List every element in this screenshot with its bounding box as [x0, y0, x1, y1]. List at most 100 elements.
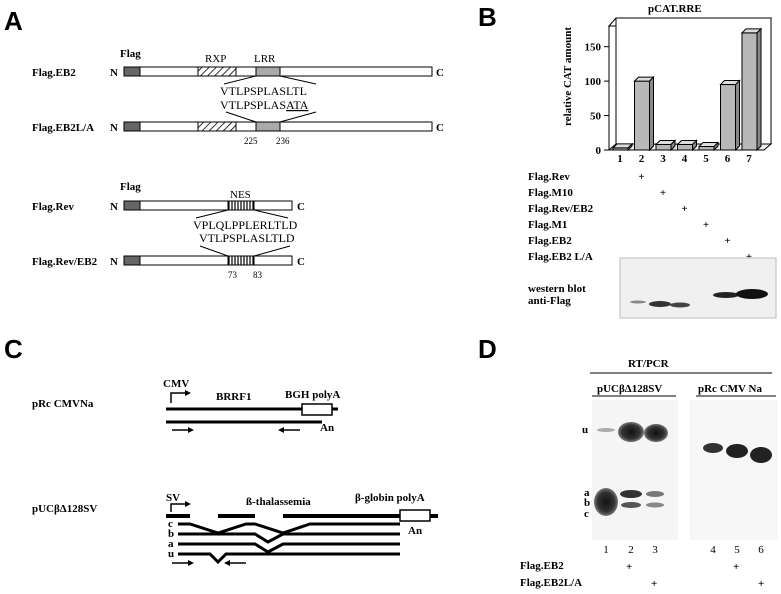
band-b: b [584, 497, 590, 509]
plus: + [703, 219, 709, 231]
plus: + [651, 578, 657, 590]
n-terminus: N [110, 256, 118, 268]
rna-c: c [168, 518, 173, 530]
nes-domain [227, 200, 255, 211]
panel-c: C pRc CMVNa CMV BRRF1 BGH polyA An pUCβΔ… [4, 334, 438, 566]
globin-box [399, 509, 431, 522]
x-tick-label: 5 [703, 153, 709, 165]
bar-side [649, 75, 654, 152]
pos-236: 236 [276, 136, 290, 146]
bgh-label: BGH polyA [285, 389, 340, 401]
band-u: u [582, 424, 588, 436]
condition-label: Flag.Rev/EB2 [528, 203, 594, 215]
construct-flag-rev: Flag.Rev [32, 201, 74, 213]
conditions-table: Flag.Rev + Flag.M10 + Flag.Rev/EB2 + Flag.M1 + F… [528, 171, 752, 263]
rxp-label: RXP [205, 53, 226, 65]
bars [611, 27, 763, 152]
condition-label: Flag.EB2 [528, 235, 572, 247]
bar [720, 84, 736, 151]
seq-eb2la: VTLPSPLASATA [220, 98, 309, 112]
condition-label: Flag.M1 [528, 219, 567, 231]
lane-numbers: 1 2 3 4 5 6 [603, 544, 764, 556]
flag-label: Flag [120, 48, 141, 60]
bar-side [670, 139, 676, 152]
flag-tag [123, 255, 141, 266]
row-flag-eb2: Flag.EB2 [520, 560, 564, 572]
seq-rev: VPLQLPPLERLTLD [193, 218, 298, 232]
lane-number: 5 [734, 544, 740, 556]
flag-label: Flag [120, 181, 141, 193]
panel-label-b: B [478, 2, 497, 32]
thal-label: ß-thalassemia [246, 496, 311, 508]
panel-b: B pCAT.RRE 0 50 100 150 1 2 3 4 5 6 7 relative CA… [478, 2, 777, 319]
rev-eb2-bar [123, 255, 293, 266]
plus: + [626, 561, 632, 573]
western-label-anti-flag: anti-Flag [528, 295, 571, 307]
plus: + [681, 203, 687, 215]
chart-title: pCAT.RRE [648, 3, 702, 15]
bar-side [627, 142, 633, 152]
construct-prc-cmvna: pRc CMVNa [32, 398, 94, 410]
bar [677, 143, 693, 151]
c-terminus: C [297, 201, 305, 213]
bar [741, 32, 758, 151]
plus: + [638, 171, 644, 183]
lrr-domain [255, 121, 281, 132]
panel-label-c: C [4, 334, 23, 364]
an-label: An [408, 525, 422, 537]
cmv-label: CMV [163, 378, 189, 390]
condition-label: Flag.M10 [528, 187, 573, 199]
construct-puc: pUCβΔ128SV [32, 503, 97, 515]
bar [634, 80, 650, 151]
x-ticks: 1 2 3 4 5 6 7 [617, 153, 752, 165]
brrf1-label: BRRF1 [216, 391, 251, 403]
plus: + [660, 187, 666, 199]
lane-number: 4 [710, 544, 716, 556]
pos-73: 73 [228, 270, 238, 280]
flag-tag [123, 200, 141, 211]
lane-number: 3 [652, 544, 658, 556]
panel-label-d: D [478, 334, 497, 364]
x-tick-label: 2 [639, 153, 645, 165]
y-tick-label: 0 [596, 145, 602, 157]
bgh-box [301, 403, 333, 416]
c-terminus: C [297, 256, 305, 268]
x-tick-label: 4 [682, 153, 688, 165]
rev-bar [123, 200, 293, 211]
pos-225: 225 [244, 136, 258, 146]
lane-number: 2 [628, 544, 634, 556]
condition-label: Flag.Rev [528, 171, 570, 183]
panel-label-a: A [4, 6, 23, 36]
y-tick-label: 50 [590, 111, 602, 123]
x-tick-label: 6 [725, 153, 731, 165]
plus: + [746, 251, 752, 263]
bar-side [692, 139, 697, 152]
gel1-label: pUCβΔ128SV [597, 383, 662, 395]
gel-1 [592, 400, 678, 540]
y-label: relative CAT amount [562, 27, 574, 126]
n-terminus: N [110, 67, 118, 79]
band-c: c [584, 508, 589, 520]
panel-d: D RT/PCR pUCβΔ128SV pRc CMV Na u a b c 1… [478, 334, 778, 590]
western-blot [619, 257, 777, 319]
pos-83: 83 [253, 270, 263, 280]
y-tick-label: 100 [585, 76, 602, 88]
x-tick-label: 7 [746, 153, 752, 165]
c-terminus: C [436, 67, 444, 79]
rna-species: c b a u [168, 518, 400, 565]
rxp-domain [197, 121, 237, 132]
rtpcr-title: RT/PCR [628, 358, 670, 370]
flag-tag [123, 66, 141, 77]
x-tick-label: 3 [660, 153, 666, 165]
x-tick-label: 1 [617, 153, 623, 165]
seq-eb2: VTLPSPLASLTL [220, 84, 307, 98]
rna-u: u [168, 548, 174, 560]
construct-flag-eb2la: Flag.EB2L/A [32, 122, 94, 134]
band-a: a [584, 487, 590, 499]
rxp-domain [197, 66, 237, 77]
plus: + [758, 578, 764, 590]
gel2-label: pRc CMV Na [698, 383, 762, 395]
nes-domain [227, 255, 255, 266]
gel-2 [690, 400, 778, 540]
